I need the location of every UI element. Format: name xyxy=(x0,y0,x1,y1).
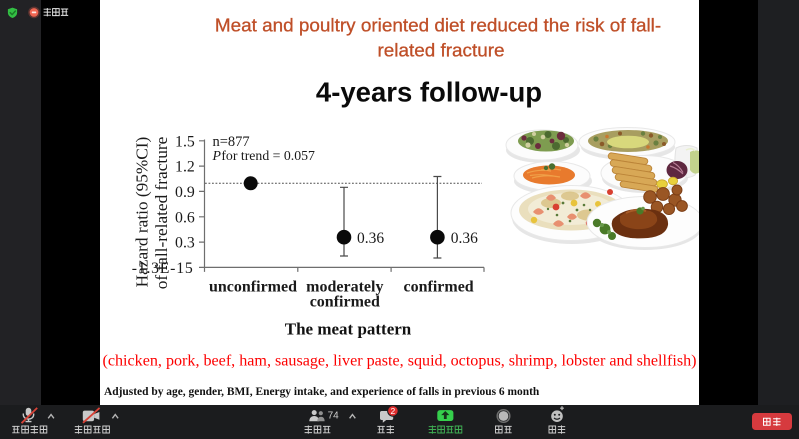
svg-text:1.2: 1.2 xyxy=(175,159,195,176)
svg-text:n=877: n=877 xyxy=(213,134,250,150)
svg-text:74: 74 xyxy=(328,410,340,421)
svg-text:0.9: 0.9 xyxy=(175,184,195,201)
svg-text:0.6: 0.6 xyxy=(175,209,195,226)
svg-text:0.3: 0.3 xyxy=(175,235,195,252)
svg-text:Pfor trend = 0.057: Pfor trend = 0.057 xyxy=(212,148,316,163)
svg-text:related fracture: related fracture xyxy=(377,41,504,62)
svg-text:-1.3E-15: -1.3E-15 xyxy=(132,260,194,277)
svg-text:of fall-related fracture: of fall-related fracture xyxy=(152,136,171,289)
svg-text:Adjusted by age, gender, BMI,: Adjusted by age, gender, BMI, Energy int… xyxy=(104,386,540,398)
svg-text:Hazard ratio (95%CI): Hazard ratio (95%CI) xyxy=(132,137,151,288)
svg-text:The meat pattern: The meat pattern xyxy=(285,320,412,339)
svg-text:unconfirmed: unconfirmed xyxy=(209,279,297,296)
svg-text:confirmed: confirmed xyxy=(310,294,380,311)
svg-text:0.36: 0.36 xyxy=(451,230,478,247)
svg-text:Meat and poultry oriented diet: Meat and poultry oriented diet reduced t… xyxy=(215,16,661,37)
svg-text:moderately: moderately xyxy=(306,279,383,296)
svg-text:0.36: 0.36 xyxy=(357,230,384,247)
svg-text:4-years follow-up: 4-years follow-up xyxy=(316,77,542,108)
svg-text:(chicken, pork, beef, ham, sau: (chicken, pork, beef, ham, sausage, live… xyxy=(103,353,697,370)
svg-text:1.5: 1.5 xyxy=(175,133,195,150)
svg-text:2: 2 xyxy=(391,406,396,416)
svg-text:confirmed: confirmed xyxy=(403,279,473,296)
